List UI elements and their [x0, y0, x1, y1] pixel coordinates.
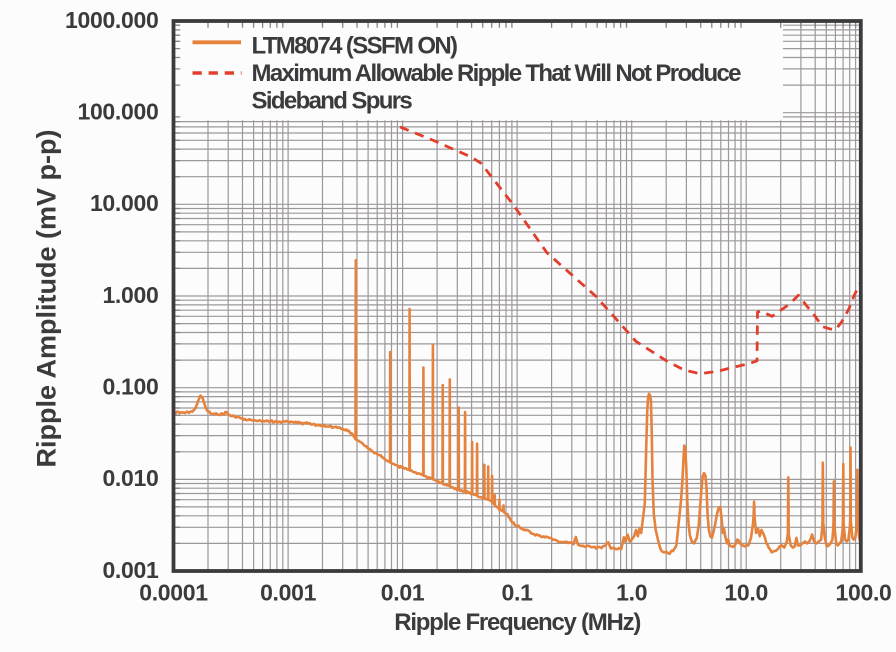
- svg-text:0.1: 0.1: [502, 580, 534, 606]
- svg-text:0.010: 0.010: [102, 465, 158, 491]
- svg-text:10.000: 10.000: [90, 190, 159, 216]
- svg-text:10.0: 10.0: [724, 580, 768, 606]
- svg-text:1000.000: 1000.000: [65, 7, 159, 33]
- svg-text:0.100: 0.100: [102, 374, 158, 400]
- svg-text:0.0001: 0.0001: [139, 580, 208, 606]
- svg-text:1.000: 1.000: [102, 282, 158, 308]
- svg-text:0.001: 0.001: [260, 580, 317, 606]
- svg-text:Maximum Allowable Ripple That: Maximum Allowable Ripple That Will Not P…: [252, 60, 742, 87]
- svg-text:0.01: 0.01: [381, 580, 425, 606]
- svg-text:0.001: 0.001: [102, 557, 159, 583]
- svg-text:1.0: 1.0: [616, 580, 647, 606]
- svg-text:Sideband Spurs: Sideband Spurs: [252, 88, 413, 115]
- svg-text:LTM8074 (SSFM ON): LTM8074 (SSFM ON): [252, 32, 458, 59]
- svg-text:100.0: 100.0: [835, 580, 891, 606]
- svg-text:100.000: 100.000: [77, 99, 158, 125]
- svg-text:Ripple Amplitude (mV p-p): Ripple Amplitude (mV p-p): [31, 130, 61, 468]
- svg-text:Ripple Frequency (MHz): Ripple Frequency (MHz): [394, 609, 640, 636]
